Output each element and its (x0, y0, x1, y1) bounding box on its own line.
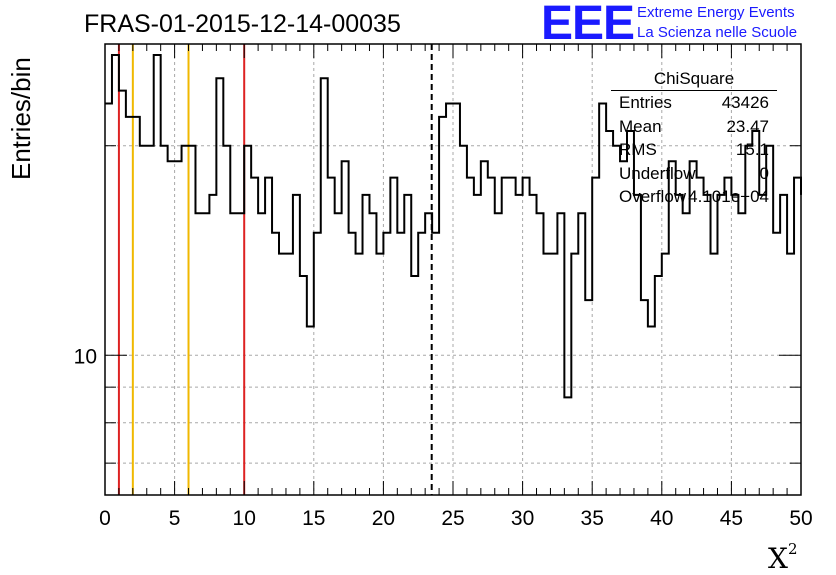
stats-title: ChiSquare (611, 67, 777, 91)
x-tick-label: 40 (650, 507, 673, 530)
stats-row-entries: Entries 43426 (611, 91, 777, 115)
stats-value: 0 (759, 163, 769, 183)
stats-row-underflow: Underflow 0 (611, 162, 777, 186)
histogram-series-line (105, 53, 802, 399)
x-tick-label: 50 (789, 507, 812, 530)
marker-lines (117, 44, 433, 495)
y-tick-label: 10 (74, 345, 97, 368)
stats-value: 15.1 (735, 140, 769, 159)
x-tick-label: 35 (581, 507, 604, 530)
plot-frame (104, 43, 802, 496)
x-tick-label: 20 (372, 507, 395, 530)
grid-lines (105, 44, 801, 495)
stats-row-rms: RMS 15.1 (611, 138, 777, 162)
stats-key: Overflow (619, 187, 687, 206)
x-tick-label: 5 (169, 507, 181, 530)
chart-title: FRAS-01-2015-12-14-00035 (84, 10, 401, 38)
x-tick-label: 30 (511, 507, 534, 530)
stats-key: Mean (619, 116, 662, 136)
stats-row-overflow: Overflow 4.101e+04 (611, 185, 777, 209)
stats-key: RMS (619, 140, 657, 159)
stats-value: 43426 (721, 93, 769, 112)
stats-value: 4.101e+04 (688, 187, 769, 206)
x-tick-label: 25 (441, 507, 464, 530)
eee-logo: EEE (541, 0, 635, 50)
y-axis-label: Entries/bin (6, 57, 36, 180)
stats-row-mean: Mean 23.47 (611, 115, 777, 139)
stats-box: ChiSquare Entries 43426 Mean 23.47 RMS 15.1… (611, 67, 777, 209)
x-axis-label: X2 (768, 540, 797, 575)
stats-key: Underflow (619, 163, 696, 183)
x-axis-label-superscript: 2 (787, 540, 798, 558)
axis-tick-labels: 0 5 10 15 20 25 30 35 40 45 50 10 (74, 345, 813, 530)
x-tick-label: 45 (720, 507, 743, 530)
logo-line-1: Extreme Energy Events (637, 4, 795, 21)
x-tick-label: 15 (302, 507, 325, 530)
stats-value: 23.47 (726, 116, 769, 136)
stats-key: Entries (619, 93, 672, 112)
x-tick-label: 10 (233, 507, 256, 530)
logo-line-2: La Scienza nelle Scuole (637, 24, 798, 41)
x-tick-label: 0 (99, 507, 111, 530)
x-axis-label-base: X (768, 542, 788, 575)
